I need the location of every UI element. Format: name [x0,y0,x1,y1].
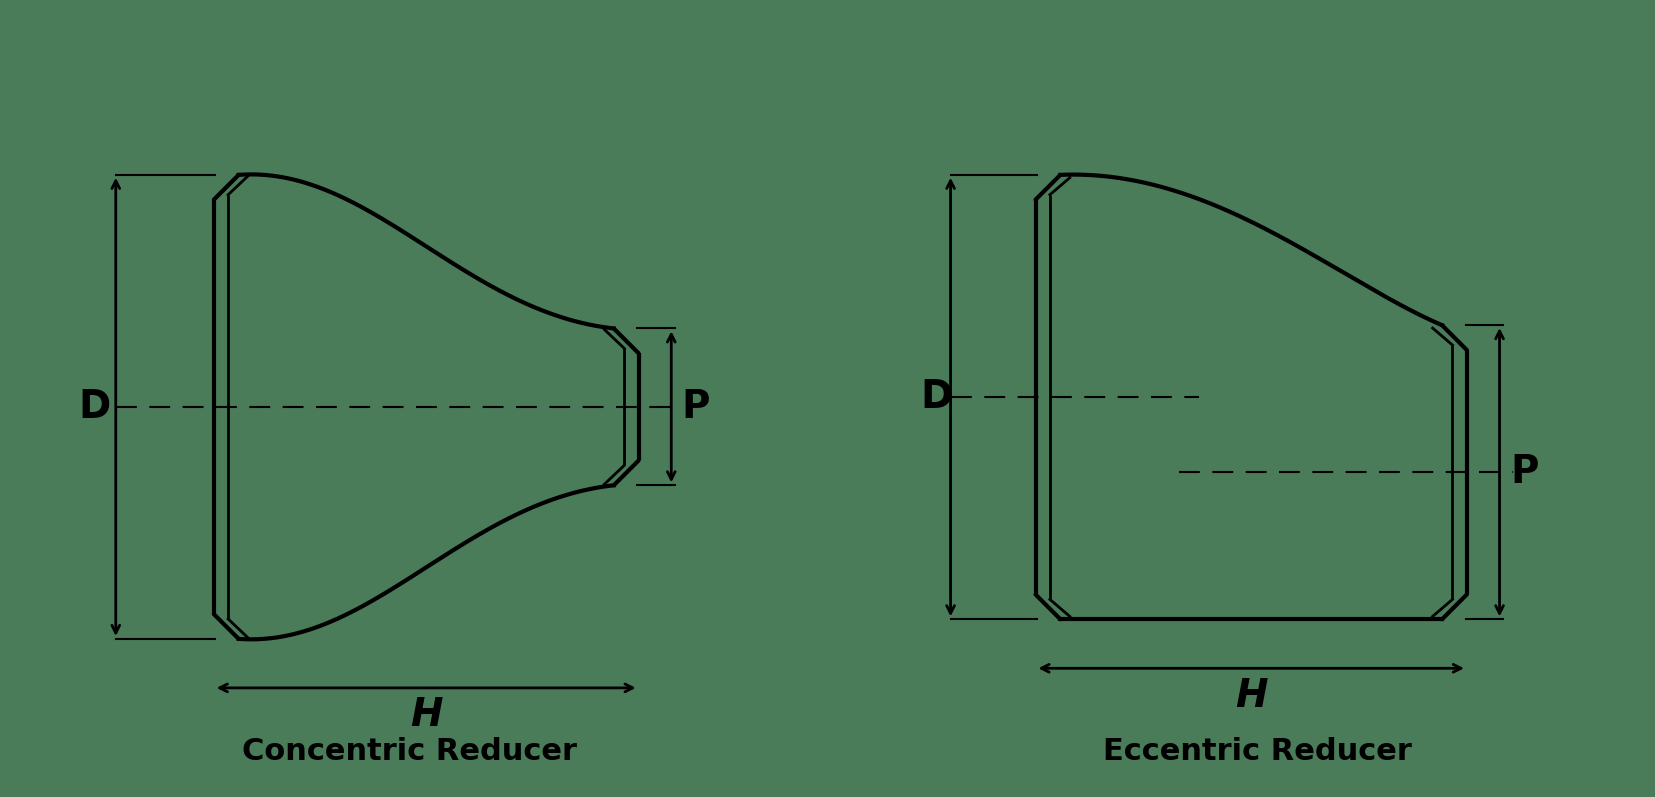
Text: H: H [410,697,442,734]
Text: H: H [1235,677,1266,715]
Text: Concentric Reducer: Concentric Reducer [242,737,578,766]
Text: D: D [79,388,111,426]
Text: D: D [920,378,952,416]
Text: P: P [1509,453,1537,491]
Text: P: P [682,388,710,426]
Text: Eccentric Reducer: Eccentric Reducer [1102,737,1412,766]
